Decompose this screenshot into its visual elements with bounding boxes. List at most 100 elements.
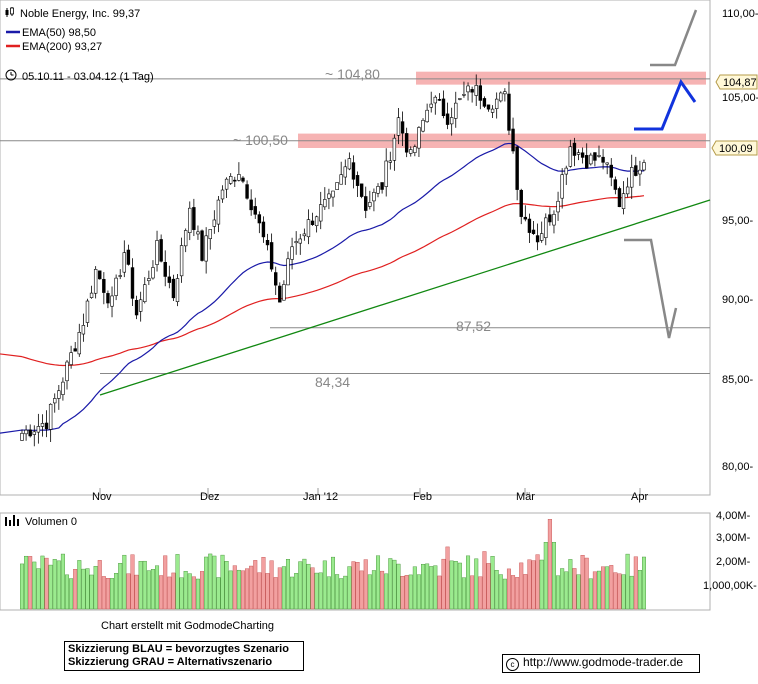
volume-bar bbox=[601, 566, 606, 610]
volume-bar bbox=[498, 574, 503, 610]
resistance-zone bbox=[416, 71, 706, 85]
candle-body bbox=[638, 169, 642, 175]
volume-bar bbox=[97, 560, 102, 610]
candle-body bbox=[306, 219, 311, 238]
ema200-line bbox=[0, 195, 645, 367]
volume-bar bbox=[175, 554, 180, 610]
website-url: http://www.godmode-trader.de bbox=[523, 655, 684, 669]
volume-bar bbox=[531, 560, 536, 610]
candle-body bbox=[634, 165, 638, 176]
clock-icon bbox=[5, 69, 17, 81]
website-link[interactable]: c http://www.godmode-trader.de bbox=[502, 654, 700, 673]
volume-bar bbox=[253, 560, 258, 610]
candle-body bbox=[404, 133, 409, 153]
candles bbox=[20, 74, 646, 447]
volume-bar bbox=[335, 574, 340, 610]
volume-bar bbox=[232, 565, 237, 610]
candle-body bbox=[261, 221, 266, 238]
candle-body bbox=[572, 142, 577, 156]
volume-bar bbox=[122, 554, 127, 610]
volume-bar bbox=[371, 570, 376, 610]
candle-body bbox=[425, 109, 429, 123]
candle-body bbox=[605, 162, 609, 165]
candle-body bbox=[372, 192, 376, 202]
volume-bar bbox=[322, 560, 327, 610]
volume-bar bbox=[470, 575, 475, 610]
candle-body bbox=[93, 269, 98, 294]
candle-body bbox=[564, 167, 568, 175]
level-label-104-80: ~ 104,80 bbox=[325, 66, 380, 82]
candle-body bbox=[196, 231, 200, 235]
candle-body bbox=[437, 99, 442, 101]
candle-body bbox=[519, 189, 523, 217]
candle-body bbox=[179, 245, 184, 277]
badge-104-87: 104,87 bbox=[715, 74, 758, 90]
chart-credit: Chart erstellt mit GodmodeCharting bbox=[101, 620, 275, 632]
volume-bar bbox=[527, 559, 532, 610]
volume-bar bbox=[592, 571, 597, 610]
volume-bar bbox=[404, 575, 409, 610]
candle-body bbox=[380, 182, 384, 190]
volume-bar bbox=[126, 573, 131, 610]
volume-bar bbox=[494, 570, 499, 610]
volume-bar bbox=[48, 564, 53, 610]
candle-body bbox=[548, 214, 552, 223]
trendline-segment bbox=[99, 199, 711, 396]
candle-body bbox=[36, 426, 41, 433]
volume-bar bbox=[171, 572, 176, 610]
candle-body bbox=[138, 299, 143, 312]
candle-icon bbox=[5, 7, 14, 17]
candle-body bbox=[69, 352, 73, 365]
scenario-legend-box: Skizzierung BLAU = bevorzugtes Szenario … bbox=[64, 641, 304, 671]
volume-bar bbox=[576, 574, 581, 610]
candle-body bbox=[544, 217, 548, 239]
volume-bar bbox=[376, 555, 381, 610]
candle-body bbox=[278, 285, 282, 303]
candle-body bbox=[331, 190, 335, 198]
volume-bar bbox=[167, 576, 172, 610]
candle-body bbox=[327, 193, 331, 199]
volume-bar bbox=[412, 566, 417, 610]
candle-body bbox=[110, 295, 114, 307]
candle-body bbox=[458, 98, 462, 100]
candle-body bbox=[274, 272, 278, 286]
volume-bar bbox=[539, 559, 544, 610]
candle-body bbox=[625, 186, 630, 195]
volume-bar bbox=[245, 568, 250, 610]
volume-bar bbox=[32, 561, 37, 610]
legend-ticker: Noble Energy, Inc. 99,37 bbox=[20, 8, 140, 20]
candle-body bbox=[159, 239, 163, 262]
candle-body bbox=[245, 184, 249, 199]
candle-body bbox=[589, 154, 593, 165]
volume-bar bbox=[482, 551, 487, 610]
candle-body bbox=[527, 218, 532, 233]
ema50-lead bbox=[0, 429, 23, 434]
candle-body bbox=[233, 179, 237, 182]
candle-body bbox=[265, 239, 270, 246]
candle-body bbox=[314, 216, 319, 227]
volume-bar bbox=[240, 570, 245, 610]
candle-body bbox=[560, 174, 564, 199]
volume-bar bbox=[200, 571, 205, 610]
x-tick-label: Dez bbox=[200, 491, 220, 503]
candle-body bbox=[597, 155, 601, 157]
candle-body bbox=[143, 284, 147, 303]
candle-body bbox=[40, 423, 45, 427]
candle-body bbox=[396, 117, 401, 136]
svg-text:100,09: 100,09 bbox=[719, 143, 753, 155]
volume-bar bbox=[486, 563, 491, 610]
candle-body bbox=[319, 204, 323, 222]
price-panel-frame bbox=[0, 0, 711, 496]
x-tick-label: Apr bbox=[631, 491, 648, 503]
volume-bar bbox=[310, 567, 315, 610]
volume-bar bbox=[457, 562, 462, 610]
candle-body bbox=[523, 216, 528, 220]
y-axis: 110,00- 105,00- 95,00- 90,00- 85,00- 80,… bbox=[722, 8, 758, 473]
alternative-up-sketch bbox=[650, 9, 698, 67]
volume-bar bbox=[236, 569, 241, 610]
candle-body bbox=[61, 381, 65, 395]
volume-bar bbox=[367, 574, 372, 610]
candle-body bbox=[429, 103, 433, 108]
volume-bar bbox=[65, 574, 70, 610]
